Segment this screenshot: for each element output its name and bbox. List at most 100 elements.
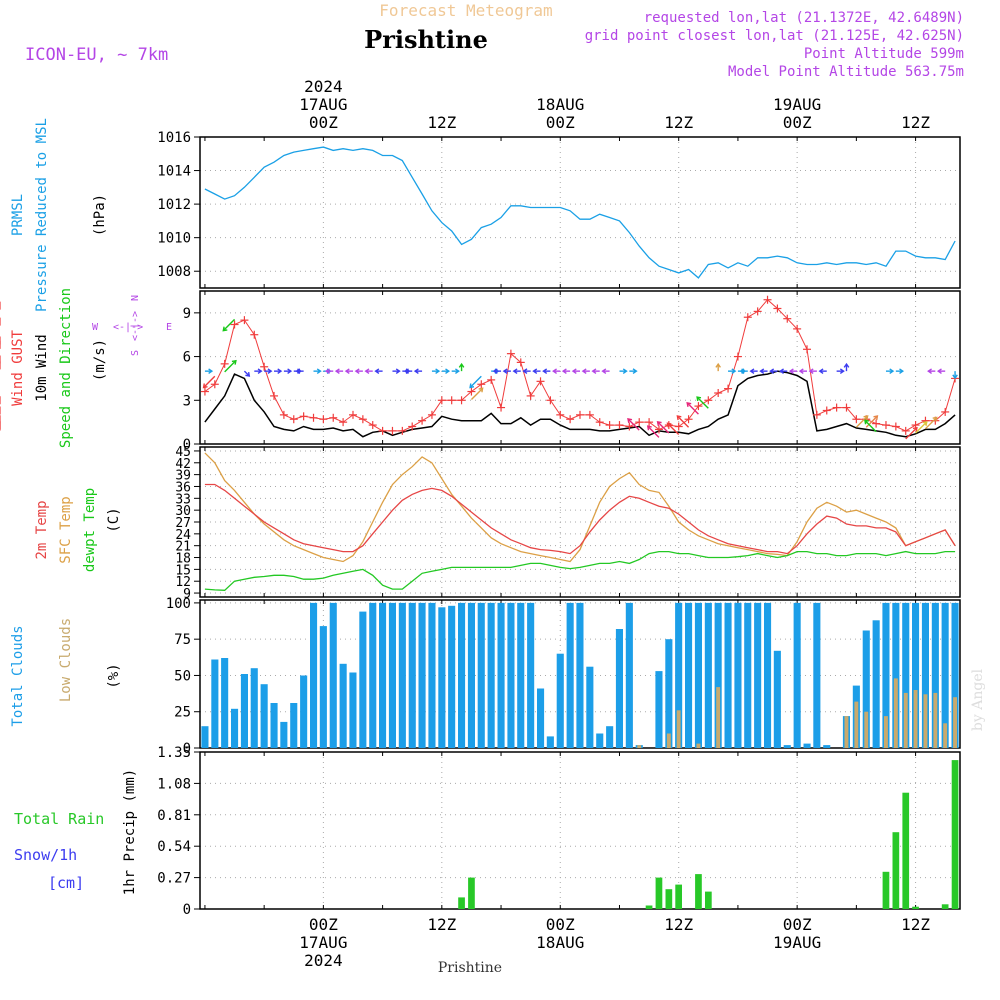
low-clouds-bar (893, 678, 898, 748)
total-clouds-bar (408, 602, 416, 748)
bottom-axis-date: 18AUG (536, 933, 584, 952)
compass-mid-vertical: <-|-> (130, 311, 141, 341)
y-tick-label: 1.35 (157, 745, 191, 761)
bottom-axis-hour: 00Z (546, 915, 575, 934)
wind-arrow-head (749, 368, 755, 374)
rain-bar (645, 905, 653, 909)
wind-arrow-head (912, 426, 918, 432)
total-clouds-bar (250, 668, 258, 748)
wind-arrow-shaft (667, 422, 680, 436)
total-clouds-bar (596, 733, 604, 748)
wind-arrow-head (936, 368, 942, 374)
wind-gust-label: Wind GUST (10, 330, 26, 406)
low-clouds-bar (903, 692, 908, 748)
total-clouds-bar (576, 602, 584, 748)
wind-arrow-head (759, 368, 765, 374)
wind-arrow-head (267, 368, 273, 374)
rain-bar (882, 871, 890, 909)
total-clouds-bar (359, 611, 367, 748)
wind-arrow-head (492, 368, 498, 374)
bottom-axis-hour: 00Z (783, 915, 812, 934)
top-axis-date: 19AUG (773, 95, 821, 114)
y-tick-label: 0 (183, 902, 191, 918)
bottom-axis-year: 2024 (304, 951, 343, 970)
compass-s: S (130, 350, 141, 356)
low-clouds-bar (666, 733, 671, 748)
y-tick-label: 1010 (157, 231, 191, 247)
pressure-unit-label: (hPa) (92, 194, 108, 236)
wind-arrow-head (932, 416, 938, 422)
credit-watermark: by Angel (970, 668, 986, 731)
total-clouds-bar (823, 745, 831, 748)
wind-arrow-head (656, 421, 662, 426)
total-clouds-bar (882, 602, 890, 748)
y-tick-label: 1.08 (157, 776, 191, 792)
wind-arrow-shaft (203, 375, 216, 388)
panel-frame (199, 751, 961, 910)
wind-arrow-head (354, 368, 360, 374)
wind-arrow-head (864, 419, 869, 425)
total-clouds-bar (675, 602, 683, 748)
meteogram-subtitle: Forecast Meteogram (379, 1, 552, 20)
temp-sfc-label: SFC Temp (58, 496, 74, 563)
wind-arrow-head (739, 368, 745, 374)
wind-arrow-head (512, 368, 518, 374)
total-clouds-bar (813, 602, 821, 748)
y-tick-label: 1012 (157, 197, 191, 213)
top-axis-hour: 12Z (664, 113, 693, 132)
wind-arrow-shaft (864, 419, 877, 433)
precip-panel: 0 0.27 0.54 0.81 1.08 1.35 (157, 745, 961, 918)
y-tick-label: 9 (183, 306, 191, 322)
total-clouds-bar (625, 602, 633, 748)
y-tick-label: 12 (175, 575, 191, 590)
wind-arrow-head (542, 368, 548, 374)
wind-arrow-shaft (470, 387, 484, 401)
y-tick-label: 45 (175, 445, 191, 460)
wind-arrow-head (646, 425, 652, 431)
rain-bar (665, 889, 673, 909)
wind-arrow-shaft (855, 415, 869, 428)
top-axis-hour: 00Z (783, 113, 812, 132)
total-clouds-bar (586, 666, 594, 748)
total-clouds-bar (310, 602, 318, 748)
total-clouds-bar (537, 688, 545, 748)
y-tick-label: 3 (183, 393, 191, 409)
total-clouds-bar (606, 726, 614, 748)
total-clouds-bar (931, 602, 939, 748)
pressure-panel: 1008 1010 1012 1014 1016 (157, 130, 961, 289)
total-clouds-bar (458, 602, 466, 748)
temp-2m-label: 2m Temp (34, 500, 50, 559)
top-axis-date: 17AUG (299, 95, 347, 114)
wind-arrow-head (581, 368, 587, 374)
y-tick-label: 75 (174, 632, 191, 648)
low-clouds-bar (716, 687, 721, 748)
wind-arrow-head (666, 422, 672, 428)
total-clouds-bar (329, 602, 337, 748)
y-tick-label: 0.27 (157, 871, 191, 887)
total-clouds-bar (497, 602, 505, 748)
total-clouds-bar (339, 663, 347, 748)
y-tick-label: 15 (175, 563, 191, 578)
rain-bar (468, 877, 475, 909)
total-clouds-bar (438, 607, 446, 748)
requested-coords: requested lon,lat (21.1372E, 42.6489N) (644, 10, 964, 26)
top-axis-hour: 00Z (309, 113, 338, 132)
y-tick-label: 1008 (157, 264, 191, 280)
top-axis-year: 2024 (304, 77, 343, 96)
wind-arrow-shaft (469, 375, 482, 388)
wind-arrow-head (552, 368, 558, 374)
wind-arrow-head (295, 368, 301, 374)
bottom-axis-hour: 12Z (427, 915, 456, 934)
prmsl-label: PRMSL (10, 194, 26, 236)
total-rain-label: Total Rain (14, 810, 104, 828)
total-clouds-bar (319, 626, 327, 748)
wind-arrow-head (843, 362, 850, 368)
total-clouds-bar (280, 721, 288, 748)
wind-arrow-head (334, 368, 340, 374)
temp-dewpt-label: dewpt Temp (82, 488, 98, 572)
y-tick-label: 0.81 (157, 808, 191, 824)
wind-line (204, 370, 956, 438)
y-tick-label: 42 (175, 457, 191, 472)
low-clouds-bar (844, 716, 849, 748)
